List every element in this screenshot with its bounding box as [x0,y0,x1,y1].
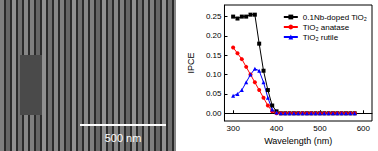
svg-text:0.15: 0.15 [206,51,222,60]
svg-text:300: 300 [226,124,240,133]
svg-text:600: 600 [357,124,371,133]
svg-text:500: 500 [313,124,327,133]
svg-text:0.00: 0.00 [206,109,222,118]
svg-text:0.20: 0.20 [206,31,222,40]
svg-text:0.25: 0.25 [206,12,222,21]
svg-text:TiO₂ rutile: TiO₂ rutile [303,33,339,42]
svg-text:0.05: 0.05 [206,89,222,98]
svg-text:0.1Nb-doped TiO₂: 0.1Nb-doped TiO₂ [303,13,367,22]
svg-text:400: 400 [270,124,284,133]
svg-text:0.10: 0.10 [206,70,222,79]
svg-text:500 nm: 500 nm [105,132,142,144]
svg-text:TiO₂ anatase: TiO₂ anatase [303,23,350,32]
svg-text:Wavelength (nm): Wavelength (nm) [264,136,332,146]
svg-text:IPCE: IPCE [186,52,196,73]
